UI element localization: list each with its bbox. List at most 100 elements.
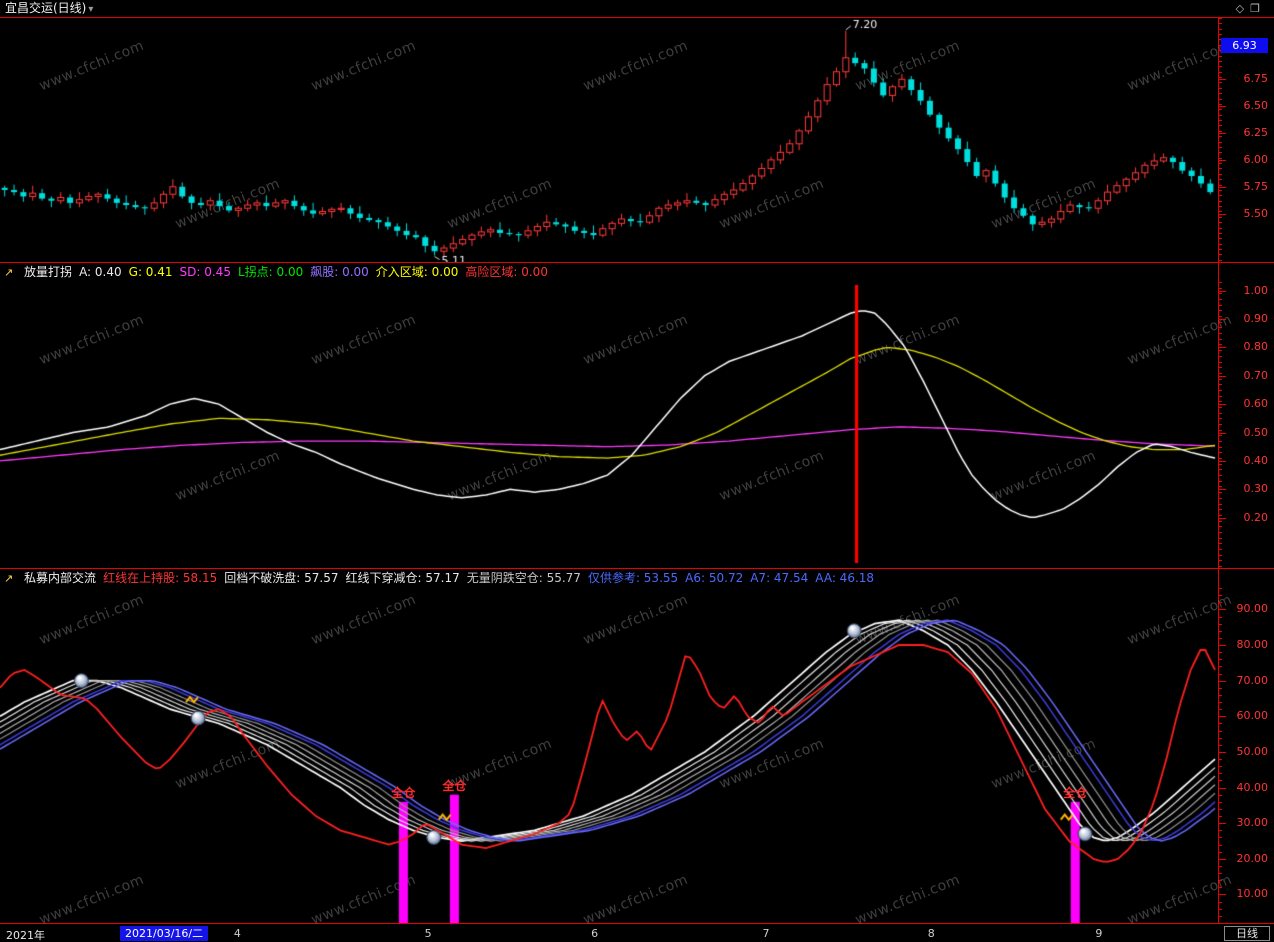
axis-minor-tick (1219, 560, 1222, 562)
full-position-signal-label: 全仓 (442, 778, 467, 793)
price-cursor-box: 6.93 (1221, 38, 1268, 53)
indicator3-name[interactable]: 私募内部交流 (24, 571, 97, 585)
axis-tick-label: 0.80 (1243, 340, 1269, 354)
axis-minor-tick (1219, 282, 1222, 283)
legend-item: 红线下穿减仓: 57.17 (345, 571, 460, 585)
axis-minor-tick (1219, 554, 1222, 556)
axis-minor-tick (1219, 630, 1222, 632)
axis-minor-tick (1219, 34, 1222, 36)
axis-major-tick (1219, 133, 1226, 134)
axis-border-line (1218, 18, 1219, 923)
axis-minor-tick (1219, 367, 1222, 369)
axis-minor-tick (1219, 441, 1222, 443)
date-box[interactable]: 2021/03/16/二 (120, 926, 209, 941)
axis-minor-tick (1219, 125, 1222, 127)
axis-minor-tick (1219, 372, 1222, 374)
axis-minor-tick (1219, 637, 1222, 639)
month-label: 8 (927, 927, 935, 940)
axis-minor-tick (1219, 44, 1222, 46)
axis-minor-tick (1219, 486, 1222, 488)
axis-minor-tick (1219, 152, 1222, 154)
axis-minor-tick (1219, 901, 1222, 903)
legend-item: L拐点: 0.00 (237, 265, 304, 279)
axis-major-tick (1219, 858, 1226, 860)
axis-major-tick (1219, 645, 1226, 647)
axis-minor-tick (1219, 652, 1222, 654)
axis-minor-tick (1219, 384, 1222, 386)
axis-tick-label: 0.40 (1243, 453, 1269, 467)
axis-minor-tick (1219, 39, 1222, 41)
axis-tick-label: 70.00 (1236, 673, 1269, 687)
axis-minor-tick (1219, 880, 1222, 882)
dropdown-icon[interactable]: ▾ (88, 4, 94, 15)
axis-tick-label: 0.70 (1243, 368, 1269, 382)
axis-minor-tick (1219, 623, 1222, 625)
axis-minor-tick (1219, 55, 1222, 57)
axis-minor-tick (1219, 412, 1222, 414)
axis-minor-tick (1219, 395, 1222, 397)
axis-minor-tick (1219, 666, 1222, 668)
restore-window-icon[interactable]: ❐ (1250, 2, 1266, 15)
axis-tick-label: 6.25 (1243, 126, 1269, 139)
axis-minor-tick (1219, 844, 1222, 846)
axis-minor-tick (1219, 338, 1222, 340)
axis-minor-tick (1219, 673, 1222, 675)
axis-minor-tick (1219, 520, 1222, 522)
axis-minor-tick (1219, 222, 1222, 224)
axis-minor-tick (1219, 71, 1222, 73)
axis-minor-tick (1219, 514, 1222, 516)
axis-minor-tick (1219, 60, 1222, 62)
axis-minor-tick (1219, 28, 1222, 30)
axis-minor-tick (1219, 463, 1222, 465)
axis-major-tick (1219, 680, 1226, 682)
axis-minor-tick (1219, 173, 1222, 175)
axis-minor-tick (1219, 254, 1222, 256)
axis-minor-tick (1219, 120, 1222, 122)
legend-item: A7: 47.54 (750, 571, 809, 585)
axis-minor-tick (1219, 206, 1222, 208)
indicator3-header: ↗ 私募内部交流 红线在上持股: 58.15 回档不破洗盘: 57.57 红线下穿减仓… (4, 570, 888, 586)
axis-minor-tick (1219, 709, 1222, 711)
axis-minor-tick (1219, 616, 1222, 618)
axis-tick-label: 90.00 (1236, 602, 1269, 616)
axis-minor-tick (1219, 452, 1222, 454)
candlestick-chart[interactable] (0, 18, 1218, 262)
indicator-arrow-icon: ↗ (4, 266, 14, 279)
axis-minor-tick (1219, 730, 1222, 732)
axis-major-tick (1219, 318, 1226, 320)
axis-tick-label: 20.00 (1236, 851, 1269, 865)
legend-item: 介入区域: 0.00 (375, 265, 459, 279)
axis-minor-tick (1219, 109, 1222, 111)
axis-minor-tick (1219, 93, 1222, 95)
year-label: 2021年 (6, 929, 45, 942)
axis-minor-tick (1219, 424, 1222, 425)
axis-minor-tick (1219, 766, 1222, 768)
indicator3-chart[interactable] (0, 588, 1218, 923)
axis-major-tick (1219, 213, 1226, 215)
axis-minor-tick (1219, 659, 1222, 661)
separator-line (0, 17, 1274, 18)
indicator2-header: ↗ 放量打拐 A: 0.40 G: 0.41 SD: 0.45 L拐点: 0.00 飙股:… (4, 264, 562, 280)
axis-minor-tick (1219, 458, 1222, 460)
price-axis-column[interactable]: 6.75 6.50 6.25 6.00 5.75 5.50 1.00 0.90 0.80 0.70… (1219, 18, 1274, 924)
axis-minor-tick (1219, 837, 1222, 839)
diamond-icon[interactable]: ◇ (1235, 2, 1251, 15)
axis-minor-tick (1219, 327, 1222, 329)
axis-minor-tick (1219, 179, 1222, 181)
axis-minor-tick (1219, 548, 1222, 550)
indicator2-name[interactable]: 放量打拐 (24, 265, 73, 279)
indicator2-chart[interactable] (0, 282, 1218, 566)
axis-minor-tick (1219, 299, 1222, 301)
full-position-signal-label: 全仓 (391, 785, 416, 800)
axis-minor-tick (1219, 503, 1222, 505)
axis-minor-tick (1219, 333, 1222, 335)
axis-tick-label: 0.30 (1243, 482, 1269, 496)
month-label: 9 (1095, 927, 1103, 940)
axis-minor-tick (1219, 723, 1222, 725)
axis-minor-tick (1219, 378, 1222, 380)
axis-minor-tick (1219, 694, 1222, 696)
axis-minor-tick (1219, 923, 1222, 924)
axis-minor-tick (1219, 50, 1222, 52)
axis-tick-label: 6.50 (1243, 99, 1269, 113)
period-selector[interactable]: 日线 (1224, 926, 1270, 941)
